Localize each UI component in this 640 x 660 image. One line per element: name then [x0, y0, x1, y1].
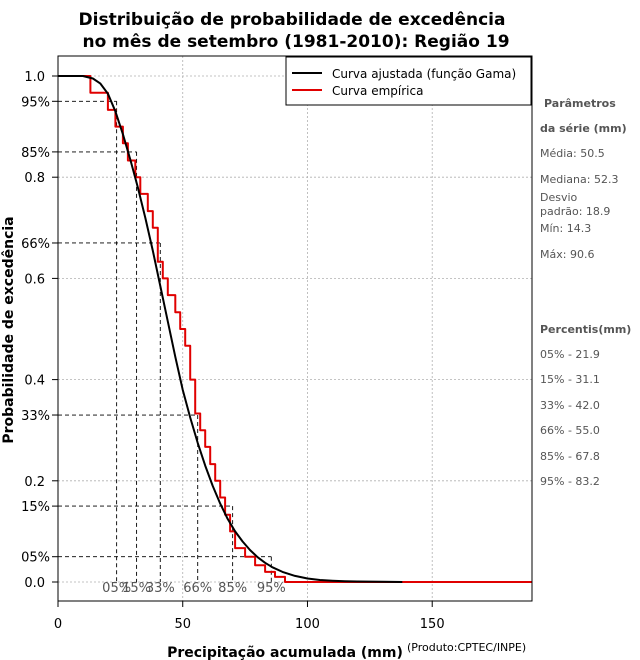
- chart-subtitle: no mês de setembro (1981-2010): Região 1…: [82, 32, 509, 52]
- legend-box: [285, 56, 532, 106]
- x-tick-label: 100: [295, 617, 320, 632]
- legend-label-empirical: Curva empírica: [332, 84, 423, 98]
- legend: Curva ajustada (função Gama) Curva empír…: [285, 56, 532, 106]
- y-tick-label: 0.6: [24, 272, 45, 287]
- percentil-item: 15% - 31.1: [540, 373, 600, 386]
- stat-min: Mín: 14.3: [540, 222, 592, 235]
- y-tick-label: 0.2: [24, 475, 45, 490]
- y-tick-label: 1.0: [24, 70, 45, 85]
- params-heading-1: Parâmetros: [544, 97, 616, 110]
- axes: 0 50 100 1500.00.20.40.60.81.095%85%66%33%1…: [21, 70, 445, 632]
- percentile-x-label: 33%: [146, 581, 175, 596]
- percentile-x-label: 66%: [183, 581, 212, 596]
- empirical-curve-line: [58, 75, 532, 583]
- y-tick-label: 0.8: [24, 171, 45, 186]
- x-tick-label: 150: [420, 617, 445, 632]
- percentil-item: 05% - 21.9: [540, 348, 600, 361]
- stat-desvio-line2: padrão: 18.9: [540, 205, 611, 218]
- y-percent-label: 66%: [21, 237, 50, 252]
- stat-mediana: Mediana: 52.3: [540, 173, 619, 186]
- stat-desvio-line1: Desvio: [540, 191, 578, 204]
- params-heading-2: da série (mm): [540, 122, 627, 135]
- percentil-item: 33% - 42.0: [540, 399, 600, 412]
- chart-title: Distribuição de probabilidade de excedên…: [79, 10, 506, 30]
- percentile-guide-lines: [58, 100, 272, 582]
- percentil-item: 66% - 55.0: [540, 424, 600, 437]
- x-tick-label: 0: [54, 617, 62, 632]
- y-tick-label: 0.4: [24, 374, 45, 389]
- percentile-x-label: 85%: [218, 581, 247, 596]
- y-percent-label: 85%: [21, 146, 50, 161]
- fitted-curve-line: [58, 75, 403, 583]
- percentile-x-label: 05%: [102, 581, 131, 596]
- series-lines: [58, 75, 532, 583]
- y-percent-label: 33%: [21, 409, 50, 424]
- y-percent-label: 15%: [21, 500, 50, 515]
- stat-media: Média: 50.5: [540, 147, 605, 160]
- x-axis-label: Precipitação acumulada (mm): [167, 645, 403, 660]
- y-axis-label: Probabilidade de excedência: [1, 216, 17, 443]
- percentile-x-label: 95%: [257, 581, 286, 596]
- plot-border: [57, 55, 533, 602]
- percentil-item: 95% - 83.2: [540, 475, 600, 488]
- percentil-item: 85% - 67.8: [540, 450, 600, 463]
- y-tick-label: 0.0: [24, 576, 45, 591]
- stat-max: Máx: 90.6: [540, 248, 595, 261]
- y-percent-label: 05%: [21, 551, 50, 566]
- credit-label: (Produto:CPTEC/INPE): [407, 641, 526, 654]
- legend-label-fitted: Curva ajustada (função Gama): [332, 67, 516, 81]
- x-tick-label: 50: [174, 617, 191, 632]
- percentile-x-labels: 05%15%33% 66% 85% 95%: [102, 581, 286, 596]
- percentile-x-label: 15%: [122, 581, 151, 596]
- y-percent-label: 95%: [21, 95, 50, 110]
- grid-lines: [58, 56, 533, 601]
- percentis-heading: Percentis(mm): [540, 323, 632, 336]
